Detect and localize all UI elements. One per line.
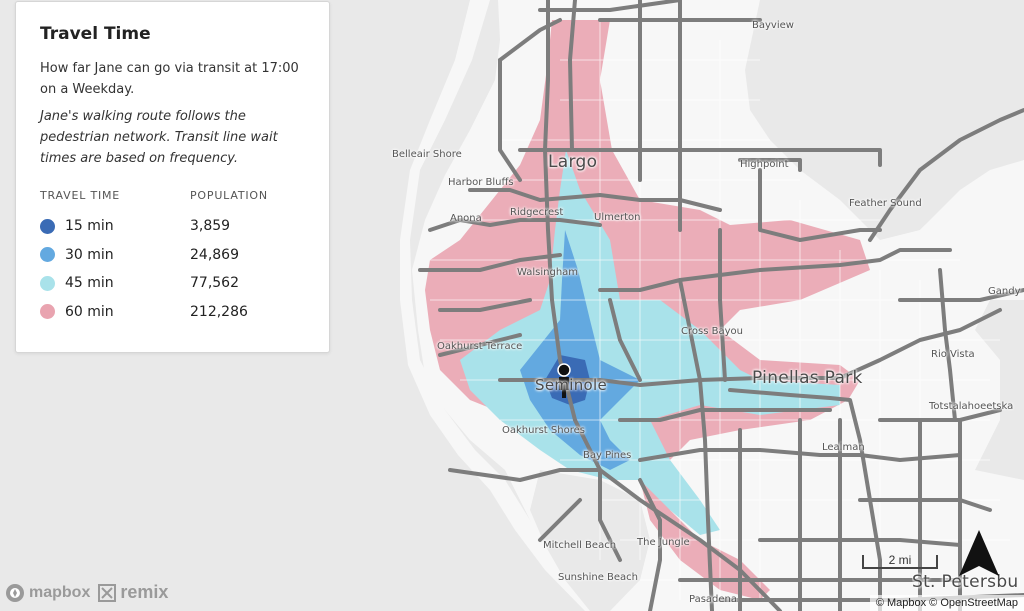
legend-header-time: TRAVEL TIME [40,189,121,202]
isochrone-45-min [460,150,840,535]
legend-swatch-60-min [40,304,55,320]
legend-row-30[interactable]: 30 min 24,869 [40,241,305,270]
legend-label: 30 min [65,246,114,263]
place-label-anona: Anona [450,213,482,224]
legend-label: 60 min [65,303,114,320]
person-marker[interactable] [557,363,571,398]
mapbox-logo[interactable]: mapbox [5,583,90,603]
panel-note: Jane's walking route follows the pedestr… [40,109,278,166]
place-label-feather-sound: Feather Sound [849,198,922,209]
legend-label: 15 min [65,218,114,235]
place-label-cross-bayou: Cross Bayou [681,326,743,337]
scale-bar: 2 mi [862,553,938,569]
legend-population: 212,286 [190,303,248,320]
place-label-highpoint: Highpoint [740,159,789,170]
place-label-st-petersburg: St. Petersburg [912,572,1020,592]
barrier-island [400,0,600,611]
place-label-ridgecrest: Ridgecrest [510,207,564,218]
legend-population: 24,869 [190,246,239,263]
isochrone-30-min [520,230,640,470]
place-label-largo: Largo [548,152,598,172]
scale-label: 2 mi [888,553,912,567]
legend-swatch-15-min [40,218,55,234]
water-bay [745,0,1024,240]
place-label-the-jungle: The Jungle [637,537,690,548]
legend-swatch-45-min [40,275,55,291]
place-label-lealman: Lealman [822,442,865,453]
place-label-pasadena: Pasadena [689,594,738,605]
remix-logo[interactable]: remix [98,582,168,603]
mapbox-logo-text: mapbox [29,583,91,601]
land-ne [905,160,1024,300]
place-label-oakhurst-terrace: Oakhurst Terrace [437,341,523,352]
place-label-rio-vista: Rio Vista [931,349,975,360]
place-label-seminole: Seminole [535,376,608,394]
logos: mapbox remix [5,582,168,603]
water-boca-ciega [530,470,650,611]
panel-title: Travel Time [40,24,151,44]
place-label-gandy: Gandy [988,286,1021,297]
legend-header: TRAVEL TIME POPULATION [40,189,305,202]
place-label-bayview: Bayview [752,20,794,31]
legend-row-60[interactable]: 60 min 212,286 [40,298,305,327]
place-label-pinellas-park: Pinellas Park [752,368,863,388]
map-attribution[interactable]: © Mapbox © OpenStreetMap [869,595,1024,611]
place-label-sunshine-beach: Sunshine Beach [558,572,638,583]
legend-row-45[interactable]: 45 min 77,562 [40,269,305,298]
place-label-bay-pines: Bay Pines [583,450,632,461]
legend-row-15[interactable]: 15 min 3,859 [40,212,305,241]
place-label-walsingham: Walsingham [517,267,579,278]
remix-icon [98,583,117,602]
place-label-belleair-shore: Belleair Shore [392,149,462,160]
remix-logo-text: remix [120,582,169,602]
place-label-harbor-bluffs: Harbor Bluffs [448,177,514,188]
panel-description: How far Jane can go via transit at 17:00… [40,61,299,97]
legend-population: 77,562 [190,275,239,292]
legend-label: 45 min [65,275,114,292]
legend-population: 3,859 [190,218,231,235]
legend-header-population: POPULATION [190,189,268,202]
major-roads [418,0,1024,611]
place-label-oakhurst-shores: Oakhurst Shores [502,425,585,436]
place-label-ulmerton: Ulmerton [594,212,641,223]
legend-swatch-30-min [40,247,55,263]
place-label-mitchell-beach: Mitchell Beach [543,540,617,551]
travel-time-panel: Travel Time How far Jane can go via tran… [15,1,330,353]
mapbox-icon [6,583,24,602]
north-arrow-icon[interactable] [955,528,1003,580]
place-label-totstalahoeetska: Totstalahoeetska [929,401,1014,412]
